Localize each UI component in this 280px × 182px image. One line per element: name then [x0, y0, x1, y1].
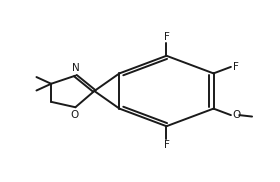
Text: O: O: [70, 110, 78, 120]
Text: O: O: [233, 110, 241, 120]
Text: F: F: [233, 62, 239, 72]
Text: F: F: [164, 140, 169, 150]
Text: N: N: [71, 63, 79, 73]
Text: F: F: [164, 32, 169, 42]
